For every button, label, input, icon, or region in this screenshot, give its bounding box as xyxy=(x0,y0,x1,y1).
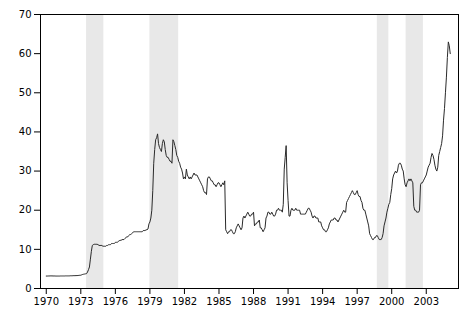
svg-text:1976: 1976 xyxy=(103,296,128,307)
svg-text:1988: 1988 xyxy=(241,296,266,307)
svg-text:40: 40 xyxy=(19,126,32,137)
svg-text:2003: 2003 xyxy=(414,296,439,307)
svg-text:60: 60 xyxy=(19,48,32,59)
svg-text:1970: 1970 xyxy=(34,296,59,307)
svg-text:10: 10 xyxy=(19,244,32,255)
svg-text:30: 30 xyxy=(19,165,32,176)
svg-text:1973: 1973 xyxy=(68,296,93,307)
svg-text:1985: 1985 xyxy=(206,296,231,307)
svg-text:1982: 1982 xyxy=(172,296,197,307)
svg-text:1979: 1979 xyxy=(137,296,162,307)
svg-text:0: 0 xyxy=(25,283,31,294)
svg-text:1997: 1997 xyxy=(344,296,369,307)
svg-text:1991: 1991 xyxy=(275,296,300,307)
svg-text:70: 70 xyxy=(19,9,32,20)
svg-text:2000: 2000 xyxy=(379,296,404,307)
svg-text:50: 50 xyxy=(19,87,32,98)
svg-text:1994: 1994 xyxy=(310,296,335,307)
svg-text:20: 20 xyxy=(19,204,32,215)
